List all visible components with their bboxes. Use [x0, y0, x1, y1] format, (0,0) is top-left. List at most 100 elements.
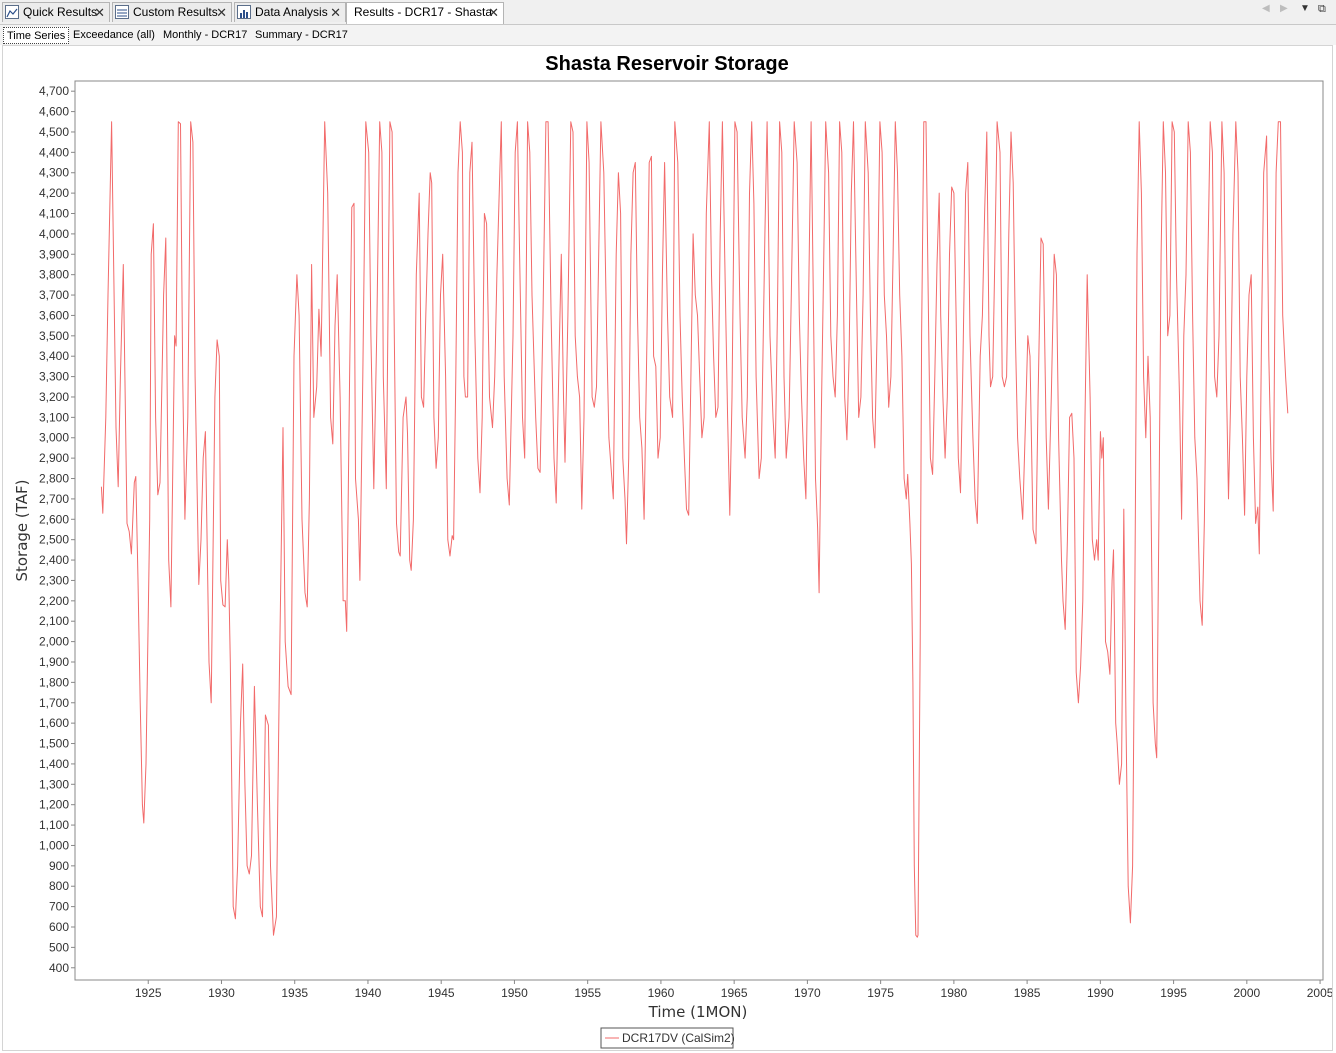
analysis-icon — [237, 5, 251, 19]
y-tick-label: 4,500 — [39, 125, 69, 139]
tab-summary-dcr17[interactable]: Summary - DCR17 — [255, 29, 348, 41]
x-tick-label: 1925 — [135, 986, 162, 1000]
close-icon[interactable]: ✕ — [216, 5, 227, 20]
y-tick-label: 1,600 — [39, 716, 69, 730]
chart-title: Shasta Reservoir Storage — [545, 53, 788, 75]
y-tick-label: 3,600 — [39, 308, 69, 322]
tab-custom-results[interactable]: Custom Results ✕ — [112, 2, 232, 22]
y-tick-label: 3,500 — [39, 329, 69, 343]
tab-quick-results[interactable]: Quick Results ✕ — [2, 2, 110, 22]
tab-bar-controls: ◀ ▶ ▼ ⧉ — [1262, 3, 1332, 19]
y-axis-title: Storage (TAF) — [13, 479, 31, 581]
y-tick-label: 2,600 — [39, 512, 69, 526]
y-axis: 4,700 4,600 4,500 4,400 4,300 4,200 4,100 4,000… — [39, 84, 75, 975]
y-tick-label: 1,000 — [39, 838, 69, 852]
y-tick-label: 4,100 — [39, 207, 69, 221]
tab-time-series[interactable]: Time Series — [3, 27, 70, 44]
x-tick-label: 1975 — [867, 986, 894, 1000]
x-tick-label: 1945 — [428, 986, 455, 1000]
y-tick-label: 500 — [49, 940, 69, 954]
scroll-left-icon[interactable]: ◀ — [1262, 3, 1270, 14]
scroll-right-icon[interactable]: ▶ — [1280, 3, 1288, 14]
restore-window-icon[interactable]: ⧉ — [1318, 3, 1326, 15]
y-tick-label: 700 — [49, 900, 69, 914]
time-series-chart[interactable]: Shasta Reservoir Storage 4,700 4,600 4,500… — [3, 46, 1332, 1050]
y-tick-label: 1,900 — [39, 655, 69, 669]
x-tick-label: 1965 — [721, 986, 748, 1000]
y-tick-label: 2,200 — [39, 594, 69, 608]
close-icon[interactable]: ✕ — [330, 5, 341, 20]
y-tick-label: 3,800 — [39, 268, 69, 282]
y-tick-label: 2,700 — [39, 492, 69, 506]
x-tick-label: 1955 — [574, 986, 601, 1000]
editor-tab-bar: Quick Results ✕ Custom Results ✕ Data An… — [0, 0, 1336, 25]
x-tick-label: 1940 — [355, 986, 382, 1000]
y-tick-label: 1,800 — [39, 675, 69, 689]
tab-monthly-dcr17[interactable]: Monthly - DCR17 — [163, 29, 248, 41]
y-tick-label: 1,700 — [39, 696, 69, 710]
y-tick-label: 3,900 — [39, 247, 69, 261]
x-tick-label: 1990 — [1087, 986, 1114, 1000]
y-tick-label: 4,000 — [39, 227, 69, 241]
x-tick-label: 1930 — [208, 986, 235, 1000]
y-tick-label: 3,000 — [39, 431, 69, 445]
y-tick-label: 1,400 — [39, 757, 69, 771]
tab-exceedance-all[interactable]: Exceedance (all) — [73, 29, 155, 41]
x-axis-title: Time (1MON) — [648, 1003, 748, 1021]
y-tick-label: 2,300 — [39, 573, 69, 587]
plot-area[interactable] — [74, 80, 1324, 981]
y-tick-label: 4,700 — [39, 84, 69, 98]
x-tick-label: 1995 — [1160, 986, 1187, 1000]
y-tick-label: 600 — [49, 920, 69, 934]
y-tick-label: 900 — [49, 859, 69, 873]
tab-label: Data Analysis — [255, 5, 328, 19]
x-tick-label: 1950 — [501, 986, 528, 1000]
x-tick-label: 1985 — [1014, 986, 1041, 1000]
x-tick-label: 2005 — [1307, 986, 1332, 1000]
x-tick-label: 2000 — [1233, 986, 1260, 1000]
x-tick-label: 1935 — [281, 986, 308, 1000]
y-tick-label: 1,100 — [39, 818, 69, 832]
y-tick-label: 4,400 — [39, 145, 69, 159]
y-tick-label: 4,600 — [39, 105, 69, 119]
legend: DCR17DV (CalSim2) — [600, 1027, 735, 1049]
y-tick-label: 3,700 — [39, 288, 69, 302]
y-tick-label: 3,200 — [39, 390, 69, 404]
y-tick-label: 1,300 — [39, 777, 69, 791]
legend-item-dcr17dv: DCR17DV (CalSim2) — [622, 1031, 735, 1045]
series-line-dcr17dv — [100, 121, 1289, 938]
chart-panel: Shasta Reservoir Storage 4,700 4,600 4,500… — [2, 45, 1333, 1051]
x-tick-label: 1960 — [648, 986, 675, 1000]
y-tick-label: 400 — [49, 961, 69, 975]
tab-label: Quick Results — [23, 5, 98, 19]
y-tick-label: 3,300 — [39, 370, 69, 384]
line-chart-icon — [5, 5, 19, 19]
table-icon — [115, 5, 129, 19]
y-tick-label: 2,900 — [39, 451, 69, 465]
y-tick-label: 2,400 — [39, 553, 69, 567]
x-tick-label: 1970 — [794, 986, 821, 1000]
x-axis: 1925 1930 1935 1940 1945 1950 1955 1960 1965 1970… — [135, 980, 1332, 1000]
y-tick-label: 2,500 — [39, 533, 69, 547]
y-tick-label: 1,200 — [39, 798, 69, 812]
tab-label: Custom Results — [133, 5, 218, 19]
y-tick-label: 2,000 — [39, 635, 69, 649]
y-tick-label: 4,300 — [39, 166, 69, 180]
y-tick-label: 1,500 — [39, 737, 69, 751]
y-tick-label: 800 — [49, 879, 69, 893]
y-tick-label: 2,100 — [39, 614, 69, 628]
close-icon[interactable]: ✕ — [488, 5, 499, 20]
legend-box — [600, 1027, 734, 1049]
tab-results-dcr17-shasta[interactable]: Results - DCR17 - Shasta ✕ — [346, 2, 504, 24]
y-tick-label: 3,400 — [39, 349, 69, 363]
x-tick-label: 1980 — [941, 986, 968, 1000]
tab-label: Results - DCR17 - Shasta — [354, 5, 493, 19]
tab-data-analysis[interactable]: Data Analysis ✕ — [234, 2, 346, 22]
y-tick-label: 4,200 — [39, 186, 69, 200]
result-view-tabs: Time Series Exceedance (all) Monthly - D… — [0, 25, 1336, 45]
y-tick-label: 2,800 — [39, 472, 69, 486]
y-tick-label: 3,100 — [39, 410, 69, 424]
close-icon[interactable]: ✕ — [94, 5, 105, 20]
tab-menu-icon[interactable]: ▼ — [1300, 3, 1310, 14]
